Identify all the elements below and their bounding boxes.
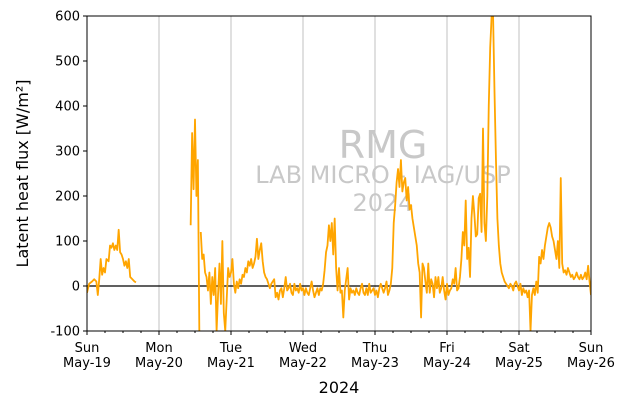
x-tick-day: Sun (75, 341, 100, 356)
watermark-line2: LAB MICRO - IAG/USP (255, 161, 511, 189)
x-tick-date: May-21 (207, 356, 255, 371)
x-tick-date: May-25 (495, 356, 543, 371)
x-tick-day: Fri (439, 341, 455, 356)
y-tick-label: 100 (55, 235, 80, 250)
x-tick-date: May-20 (135, 356, 183, 371)
y-axis-ticks: -100 0 100 200 300 400 500 600 (50, 10, 87, 340)
flux-line-segment-2 (199, 16, 493, 331)
x-tick-date: May-24 (423, 356, 471, 371)
x-tick-day: Sat (508, 341, 529, 356)
flux-line-segment-1 (189, 118, 201, 331)
y-tick-label: 400 (55, 100, 80, 115)
y-axis-label: Latent heat flux [W/m²] (13, 80, 32, 268)
flux-line-segment-0 (87, 228, 137, 296)
x-tick-day: Mon (145, 341, 172, 356)
watermark: RMG LAB MICRO - IAG/USP 2024 (255, 123, 511, 217)
y-tick-label: 0 (72, 280, 80, 295)
watermark-line1: RMG (339, 123, 428, 167)
vertical-gridlines (158, 16, 520, 331)
x-tick-day: Tue (219, 341, 242, 356)
watermark-line3: 2024 (352, 189, 413, 217)
x-tick-date: May-23 (351, 356, 399, 371)
x-axis-ticks: SunMay-19MonMay-20TueMay-21WedMay-22ThuM… (63, 331, 615, 371)
x-tick-date: May-22 (279, 356, 327, 371)
x-tick-day: Sun (579, 341, 604, 356)
x-tick-date: May-19 (63, 356, 111, 371)
x-tick-date: May-26 (567, 356, 615, 371)
y-tick-label: 600 (55, 10, 80, 25)
y-tick-label: 500 (55, 55, 80, 70)
x-tick-day: Thu (362, 341, 387, 356)
flux-series (87, 16, 591, 331)
x-axis-label: 2024 (319, 378, 360, 397)
y-tick-label: 200 (55, 190, 80, 205)
flux-line-segment-3 (492, 16, 591, 331)
y-tick-label: -100 (50, 325, 80, 340)
y-tick-label: 300 (55, 145, 80, 160)
x-tick-day: Wed (289, 341, 317, 356)
